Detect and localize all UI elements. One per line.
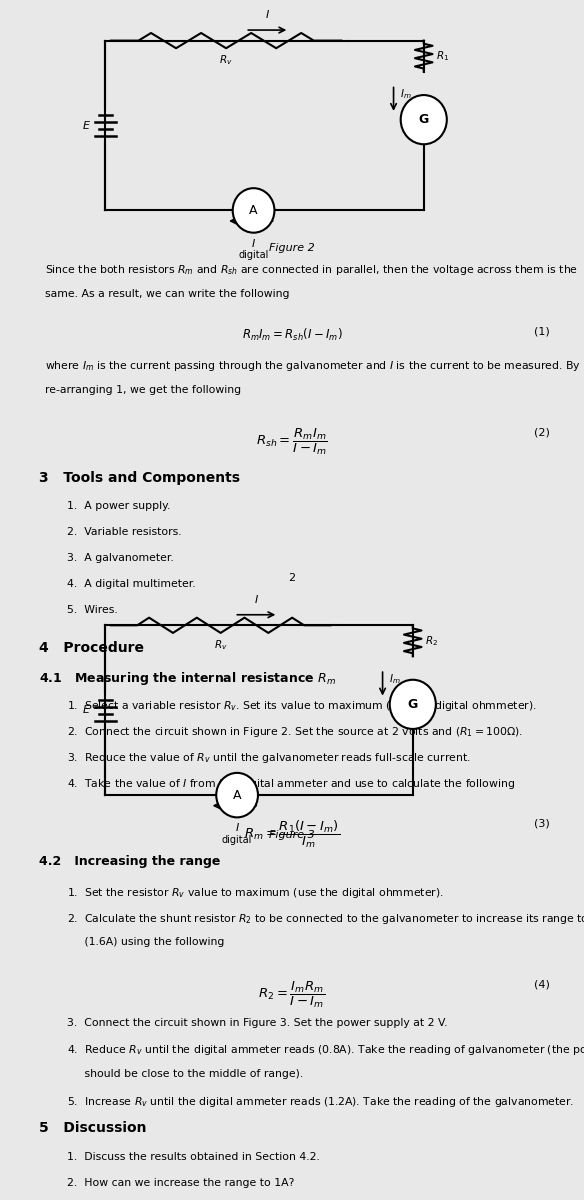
Text: $R_1$: $R_1$ xyxy=(436,49,449,64)
Text: $R_v$: $R_v$ xyxy=(214,638,227,652)
Text: Figure 3: Figure 3 xyxy=(269,830,315,840)
Text: 5   Discussion: 5 Discussion xyxy=(40,1121,147,1135)
Text: A: A xyxy=(233,788,241,802)
Text: 2.  Variable resistors.: 2. Variable resistors. xyxy=(67,527,182,538)
Text: digital: digital xyxy=(238,251,269,260)
Text: $R_m I_m = R_{sh}(I - I_m)$: $R_m I_m = R_{sh}(I - I_m)$ xyxy=(242,326,342,343)
Text: same. As a result, we can write the following: same. As a result, we can write the foll… xyxy=(45,289,290,299)
Circle shape xyxy=(401,95,447,144)
Text: (3): (3) xyxy=(534,818,550,829)
Text: Since the both resistors $R_m$ and $R_{sh}$ are connected in parallel, then the : Since the both resistors $R_m$ and $R_{s… xyxy=(45,263,578,277)
Text: $R_m = \dfrac{R_1(I - I_m)}{I_m}$: $R_m = \dfrac{R_1(I - I_m)}{I_m}$ xyxy=(244,818,340,850)
Text: re-arranging 1, we get the following: re-arranging 1, we get the following xyxy=(45,385,241,395)
Text: 4.  A digital multimeter.: 4. A digital multimeter. xyxy=(67,578,196,589)
Text: $R_{sh} = \dfrac{R_m I_m}{I - I_m}$: $R_{sh} = \dfrac{R_m I_m}{I - I_m}$ xyxy=(256,427,328,457)
Text: 2.  How can we increase the range to 1A?: 2. How can we increase the range to 1A? xyxy=(67,1177,294,1188)
Text: E: E xyxy=(83,120,90,131)
Text: where $I_m$ is the current passing through the galvanometer and $I$ is the curre: where $I_m$ is the current passing throu… xyxy=(45,359,581,373)
Text: Figure 2: Figure 2 xyxy=(269,242,315,253)
Text: 4.2   Increasing the range: 4.2 Increasing the range xyxy=(40,856,221,869)
Text: G: G xyxy=(419,113,429,126)
Text: 2.  Connect the circuit shown in Figure 2. Set the source at 2 volts and ($R_1 =: 2. Connect the circuit shown in Figure 2… xyxy=(67,725,523,739)
Text: 4   Procedure: 4 Procedure xyxy=(40,641,144,655)
Text: 1.  Set the resistor $R_v$ value to maximum (use the digital ohmmeter).: 1. Set the resistor $R_v$ value to maxim… xyxy=(67,886,444,900)
Text: 1.  Discuss the results obtained in Section 4.2.: 1. Discuss the results obtained in Secti… xyxy=(67,1152,320,1162)
Text: $I_m$: $I_m$ xyxy=(389,672,401,686)
Text: E: E xyxy=(83,706,90,715)
Text: I: I xyxy=(252,239,255,248)
Text: (1): (1) xyxy=(534,326,550,337)
Text: 3.  Connect the circuit shown in Figure 3. Set the power supply at 2 V.: 3. Connect the circuit shown in Figure 3… xyxy=(67,1018,447,1027)
Text: $R_v$: $R_v$ xyxy=(220,54,233,67)
Text: 3.  Reduce the value of $R_v$ until the galvanometer reads full-scale current.: 3. Reduce the value of $R_v$ until the g… xyxy=(67,751,471,764)
Text: I: I xyxy=(235,823,239,833)
Text: G: G xyxy=(408,698,418,710)
Text: (1.6A) using the following: (1.6A) using the following xyxy=(67,937,224,948)
Text: 3.  A galvanometer.: 3. A galvanometer. xyxy=(67,553,173,563)
Text: I: I xyxy=(255,595,258,605)
Text: should be close to the middle of range).: should be close to the middle of range). xyxy=(67,1069,303,1079)
Text: 2: 2 xyxy=(288,574,296,583)
Text: $R_2 = \dfrac{I_m R_m}{I - I_m}$: $R_2 = \dfrac{I_m R_m}{I - I_m}$ xyxy=(258,979,326,1010)
Circle shape xyxy=(390,679,436,728)
Circle shape xyxy=(232,188,274,233)
Text: 4.  Reduce $R_v$ until the digital ammeter reads (0.8A). Take the reading of gal: 4. Reduce $R_v$ until the digital ammete… xyxy=(67,1044,584,1057)
Circle shape xyxy=(216,773,258,817)
Text: 3   Tools and Components: 3 Tools and Components xyxy=(40,472,241,485)
Text: 5.  Wires.: 5. Wires. xyxy=(67,605,118,614)
Text: I: I xyxy=(266,10,269,20)
Text: (2): (2) xyxy=(534,427,550,437)
Text: 1.  A power supply.: 1. A power supply. xyxy=(67,502,171,511)
Text: $R_2$: $R_2$ xyxy=(425,634,438,648)
Text: 1.  Select a variable resistor $R_v$. Set its value to maximum (use the digital : 1. Select a variable resistor $R_v$. Set… xyxy=(67,700,537,714)
Text: 4.1   Measuring the internal resistance $R_m$: 4.1 Measuring the internal resistance $R… xyxy=(40,670,336,688)
Text: $I_m$: $I_m$ xyxy=(400,88,412,101)
Text: 2.  Calculate the shunt resistor $R_2$ to be connected to the galvanometer to in: 2. Calculate the shunt resistor $R_2$ to… xyxy=(67,912,584,925)
Text: digital: digital xyxy=(222,835,252,845)
Text: 5.  Increase $R_v$ until the digital ammeter reads (1.2A). Take the reading of t: 5. Increase $R_v$ until the digital amme… xyxy=(67,1094,574,1109)
Text: (4): (4) xyxy=(534,979,550,990)
Text: 4.  Take the value of $I$ from the digital ammeter and use to calculate the foll: 4. Take the value of $I$ from the digita… xyxy=(67,776,515,791)
Text: A: A xyxy=(249,204,258,217)
